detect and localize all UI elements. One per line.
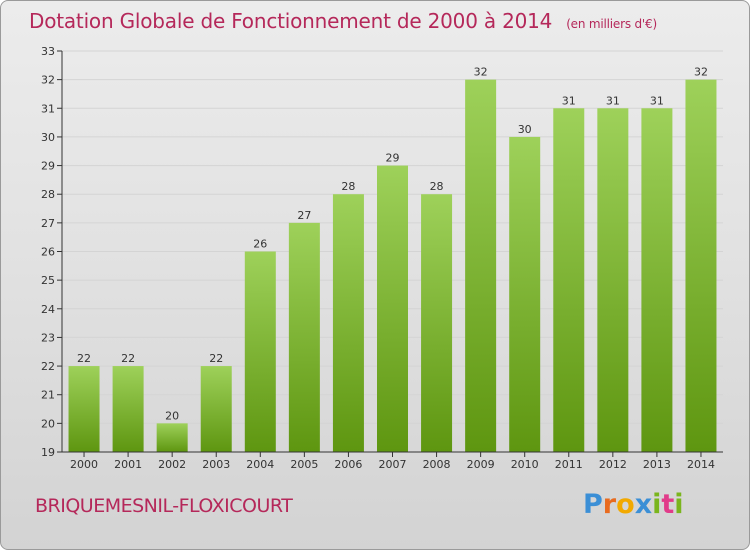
data-label: 32 [474, 66, 488, 79]
data-label: 31 [606, 94, 620, 107]
y-tick-label: 21 [41, 389, 55, 402]
x-tick-label: 2004 [246, 458, 274, 471]
data-label: 32 [694, 66, 708, 79]
proxiti-logo: Proxiti [583, 489, 684, 520]
y-tick-label: 33 [41, 45, 55, 58]
bars [68, 79, 717, 453]
x-tick-label: 2008 [423, 458, 451, 471]
bar-2005 [288, 222, 320, 452]
bar-2011 [553, 108, 585, 453]
x-tick-label: 2001 [114, 458, 142, 471]
x-tick-label: 2007 [379, 458, 407, 471]
x-tick-label: 2009 [467, 458, 495, 471]
bar-2010 [509, 136, 541, 452]
chart-unit: (en milliers d'€) [566, 17, 657, 31]
data-label: 27 [297, 209, 311, 222]
bar-2000 [68, 366, 100, 452]
bar-2009 [465, 79, 497, 453]
y-tick-label: 20 [41, 417, 55, 430]
data-label: 20 [165, 409, 179, 422]
data-label: 31 [650, 94, 664, 107]
y-tick-label: 31 [41, 102, 55, 115]
data-label: 28 [430, 180, 444, 193]
y-tick-label: 19 [41, 446, 55, 459]
bar-2013 [641, 108, 673, 453]
x-tick-label: 2006 [334, 458, 362, 471]
bar-2008 [421, 194, 453, 452]
y-tick-label: 28 [41, 188, 55, 201]
chart-title-text: Dotation Globale de Fonctionnement de 20… [29, 9, 553, 33]
bar-2012 [597, 108, 629, 453]
x-tick-label: 2014 [687, 458, 715, 471]
bar-2006 [332, 194, 364, 452]
x-tick-label: 2011 [555, 458, 583, 471]
x-tick-label: 2013 [643, 458, 671, 471]
data-label: 31 [562, 94, 576, 107]
data-label: 22 [209, 352, 223, 365]
data-label: 30 [518, 123, 532, 136]
data-label: 26 [253, 238, 267, 251]
y-tick-label: 32 [41, 74, 55, 87]
data-label: 28 [341, 180, 355, 193]
x-tick-label: 2003 [202, 458, 230, 471]
x-tick-label: 2002 [158, 458, 186, 471]
y-tick-label: 27 [41, 217, 55, 230]
y-tick-label: 23 [41, 331, 55, 344]
x-tick-label: 2012 [599, 458, 627, 471]
y-tick-label: 30 [41, 131, 55, 144]
bar-2001 [112, 366, 144, 452]
data-label: 29 [386, 152, 400, 165]
bar-2004 [244, 251, 276, 452]
bar-2002 [156, 423, 188, 452]
y-tick-label: 25 [41, 274, 55, 287]
y-tick-label: 24 [41, 303, 55, 316]
y-tick-label: 22 [41, 360, 55, 373]
y-tick-label: 26 [41, 246, 55, 259]
data-label: 22 [121, 352, 135, 365]
x-tick-label: 2000 [70, 458, 98, 471]
commune-name: BRIQUEMESNIL-FLOXICOURT [35, 495, 293, 517]
x-tick-label: 2005 [290, 458, 318, 471]
bar-2014 [685, 79, 717, 453]
chart-title: Dotation Globale de Fonctionnement de 20… [29, 9, 657, 33]
labels: 19 20 21 22 23 24 25 26 27 28 29 30 31 32 33 22 2000 22 20… [41, 45, 715, 471]
x-tick-label: 2010 [511, 458, 539, 471]
data-label: 22 [77, 352, 91, 365]
bar-2003 [200, 366, 232, 452]
axes [57, 50, 723, 457]
y-tick-label: 29 [41, 160, 55, 173]
bar-2007 [377, 165, 408, 453]
